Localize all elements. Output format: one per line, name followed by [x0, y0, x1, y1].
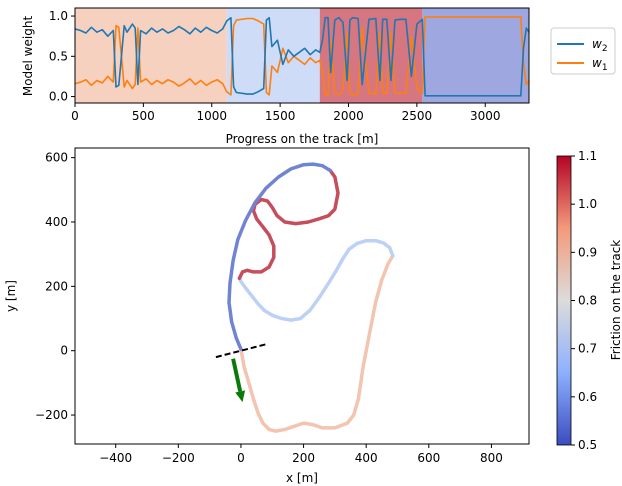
track-x-tick-label: −400: [99, 451, 132, 465]
weights-x-tick-label: 500: [132, 109, 155, 123]
colorbar-tick-label: 0.5: [578, 438, 597, 452]
direction-arrow-head: [235, 390, 246, 403]
weights-x-tick-label: 2500: [402, 109, 433, 123]
track-x-tick-label: 800: [480, 451, 503, 465]
track-x-ticks: −400 −200 0 200 400 600 800: [99, 444, 503, 465]
track-y-tick-label: 400: [45, 215, 68, 229]
weights-legend: w2 w1: [550, 27, 616, 75]
friction-band-0: [75, 8, 227, 103]
colorbar-tick-label: 0.7: [578, 342, 597, 356]
legend-label-w1: w1: [592, 56, 608, 73]
weights-x-tick-label: 1500: [265, 109, 296, 123]
track-segment-0: [239, 254, 395, 433]
weights-chart: 0 500 1000 1500 2000 2500 3000 0.0 0.5 1.0 Progr…: [21, 7, 616, 146]
series-line-w1: [75, 16, 529, 96]
track-y-axis-label: y [m]: [4, 280, 18, 312]
track-x-tick-label: 0: [237, 451, 245, 465]
track-y-tick-label: 600: [45, 151, 68, 165]
weights-y-tick-label: 1.0: [49, 9, 68, 23]
track-y-tick-label: 200: [45, 279, 68, 293]
direction-arrow-shaft: [231, 358, 243, 392]
track-segment-3: [227, 162, 332, 351]
weights-x-tick-label: 1000: [196, 109, 227, 123]
colorbar-tick-label: 0.8: [578, 294, 597, 308]
weights-x-tick-label: 2000: [333, 109, 364, 123]
colorbar-tick-label: 0.6: [578, 390, 597, 404]
friction-colorbar: 0.5 0.6 0.7 0.8 0.9 1.0 1.1 Friction on the tr…: [556, 149, 622, 452]
legend-label-w2: w2: [592, 37, 608, 54]
track-plot-frame: [74, 147, 530, 445]
weights-y-axis-label: Model weight: [21, 16, 35, 97]
track-x-axis-label: x [m]: [286, 471, 318, 485]
track-x-tick-label: 200: [292, 451, 315, 465]
weights-y-tick-label: 0.0: [49, 90, 68, 104]
friction-band-1: [226, 8, 320, 103]
track-x-tick-label: 400: [355, 451, 378, 465]
weights-x-tick-label: 3000: [470, 109, 501, 123]
track-y-tick-label: −200: [35, 408, 68, 422]
friction-bands: [75, 8, 529, 103]
colorbar-tick-label: 1.0: [578, 197, 597, 211]
track-chart: −400 −200 0 200 400 600 800 −200 0 200 400 600 x […: [4, 147, 622, 485]
track-x-tick-label: −200: [162, 451, 195, 465]
track-segment-1: [237, 238, 395, 322]
colorbar-tick-label: 0.9: [578, 245, 597, 259]
weights-plot-frame: [74, 7, 530, 104]
colorbar-ticks: 0.5 0.6 0.7 0.8 0.9 1.0 1.1: [571, 149, 597, 452]
track-y-ticks: −200 0 200 400 600: [35, 151, 75, 422]
weights-y-tick-label: 0.5: [49, 49, 68, 63]
weights-x-axis-label: Progress on the track [m]: [226, 132, 379, 146]
track-y-tick-label: 0: [60, 344, 68, 358]
track-segment-2: [237, 168, 340, 281]
weights-x-ticks: 0 500 1000 1500 2000 2500 3000: [71, 103, 501, 123]
track-x-tick-label: 600: [417, 451, 440, 465]
weights-x-tick-label: 0: [71, 109, 79, 123]
weight-series: [75, 16, 529, 97]
colorbar-gradient: [556, 155, 572, 446]
colorbar-label: Friction on the track: [609, 240, 622, 361]
track-segments: [215, 162, 395, 433]
friction-band-2: [319, 8, 423, 103]
friction-band-3: [422, 8, 529, 103]
colorbar-tick-label: 1.1: [578, 149, 597, 163]
series-line-w2: [75, 16, 529, 97]
weights-y-ticks: 0.0 0.5 1.0: [49, 9, 75, 104]
